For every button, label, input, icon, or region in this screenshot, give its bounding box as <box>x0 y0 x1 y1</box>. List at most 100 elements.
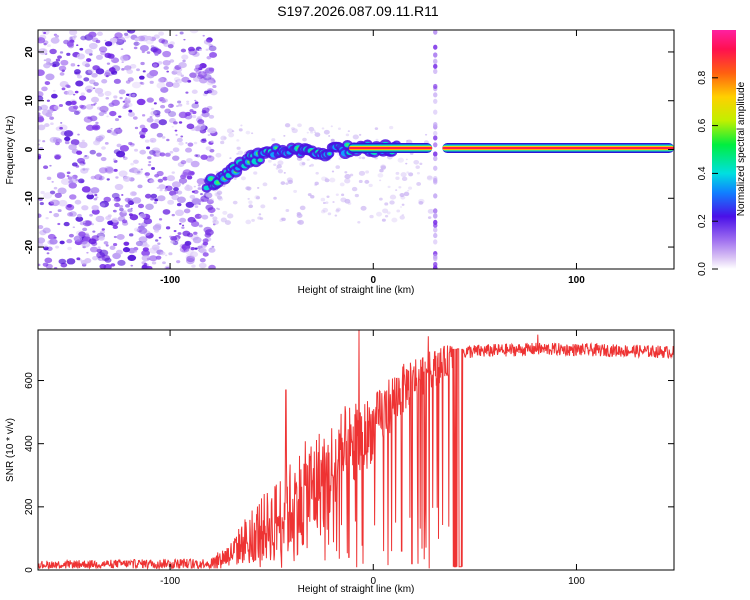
streak-blob <box>433 44 438 50</box>
faint-blob <box>212 219 219 225</box>
faint-blob <box>323 129 330 135</box>
faint-blob <box>236 146 241 150</box>
noise-blob <box>159 188 163 192</box>
noise-blob <box>194 213 202 219</box>
noise-blob <box>134 37 140 42</box>
noise-blob <box>114 183 124 191</box>
noise-blob <box>144 139 150 143</box>
noise-blob <box>67 246 73 251</box>
noise-blob <box>93 197 98 201</box>
noise-blob <box>121 219 128 224</box>
faint-blob <box>224 220 231 226</box>
noise-blob <box>147 163 152 167</box>
noise-blob <box>156 132 164 138</box>
x-tick-label: -100 <box>160 576 180 587</box>
noise-blob <box>194 205 199 208</box>
noise-blob <box>183 38 186 41</box>
faint-blob <box>358 179 363 184</box>
noise-blob <box>194 247 198 250</box>
noise-blob <box>172 147 180 153</box>
noise-blob <box>175 134 178 136</box>
noise-blob <box>139 149 147 155</box>
noise-blob <box>157 195 166 202</box>
noise-blob <box>205 146 212 151</box>
faint-blob <box>283 172 286 174</box>
noise-blob <box>38 105 43 111</box>
noise-blob <box>152 48 162 55</box>
noise-blob <box>43 192 53 199</box>
faint-blob <box>216 190 223 195</box>
track-peak <box>258 159 262 162</box>
y-tick-label: 200 <box>24 498 35 515</box>
noise-blob <box>81 186 91 193</box>
noise-blob <box>105 96 110 100</box>
noise-blob <box>146 35 153 41</box>
noise-blob <box>84 220 93 226</box>
noise-blob <box>190 246 195 251</box>
noise-blob <box>193 141 198 145</box>
noise-blob <box>81 139 85 142</box>
noise-blob <box>185 147 193 153</box>
noise-blob <box>84 48 93 55</box>
noise-blob <box>133 168 143 176</box>
noise-blob <box>50 116 54 120</box>
noise-blob <box>177 232 182 236</box>
faint-blob <box>251 132 254 135</box>
faint-blob <box>310 194 315 199</box>
noise-blob <box>42 140 46 143</box>
noise-blob <box>147 156 152 160</box>
noise-blob <box>99 264 107 269</box>
faint-blob <box>384 202 389 206</box>
faint-blob <box>349 173 354 177</box>
noise-blob <box>127 208 133 213</box>
noise-blob <box>198 262 207 269</box>
faint-blob <box>376 211 383 217</box>
noise-blob <box>91 208 100 215</box>
noise-blob <box>148 161 152 164</box>
faint-blob <box>271 138 276 142</box>
noise-blob <box>40 104 49 111</box>
streak-blob <box>433 130 438 137</box>
noise-blob <box>181 54 189 60</box>
noise-blob <box>167 103 174 108</box>
noise-blob <box>89 115 98 122</box>
noise-blob <box>154 223 162 229</box>
faint-blob <box>407 189 410 192</box>
noise-blob <box>107 220 114 226</box>
noise-blob <box>113 168 118 172</box>
noise-blob <box>153 34 160 39</box>
noise-blob <box>126 69 134 75</box>
y-tick-label: 10 <box>24 95 35 107</box>
faint-blob <box>306 131 309 134</box>
streak-blob <box>433 109 438 115</box>
noise-blob <box>78 141 88 149</box>
noise-blob <box>84 258 92 264</box>
noise-blob <box>118 115 122 118</box>
noise-blob <box>55 245 60 249</box>
noise-blob <box>91 205 99 211</box>
noise-blob <box>167 44 174 49</box>
faint-blob <box>297 123 302 128</box>
noise-blob <box>73 235 83 242</box>
noise-blob <box>127 111 135 117</box>
noise-blob <box>91 37 99 43</box>
noise-blob <box>47 233 56 240</box>
noise-blob <box>197 184 201 187</box>
noise-blob <box>115 176 119 179</box>
x-tick-label: 0 <box>370 275 376 286</box>
streak-blob <box>433 58 438 65</box>
colorbar-tick-label: 0.8 <box>697 70 708 84</box>
noise-blob <box>163 65 169 70</box>
faint-blob <box>324 178 330 183</box>
colorbar-ticks: 0.0 0.2 0.4 0.6 0.8 <box>697 70 718 276</box>
noise-blob <box>178 177 188 184</box>
noise-blob <box>149 150 156 155</box>
noise-blob <box>150 45 155 48</box>
faint-blob <box>276 164 282 169</box>
noise-blob <box>91 72 98 78</box>
noise-blob <box>172 82 180 88</box>
streak-blob <box>433 219 438 225</box>
noise-blob <box>200 154 208 160</box>
noise-blob <box>198 67 203 71</box>
